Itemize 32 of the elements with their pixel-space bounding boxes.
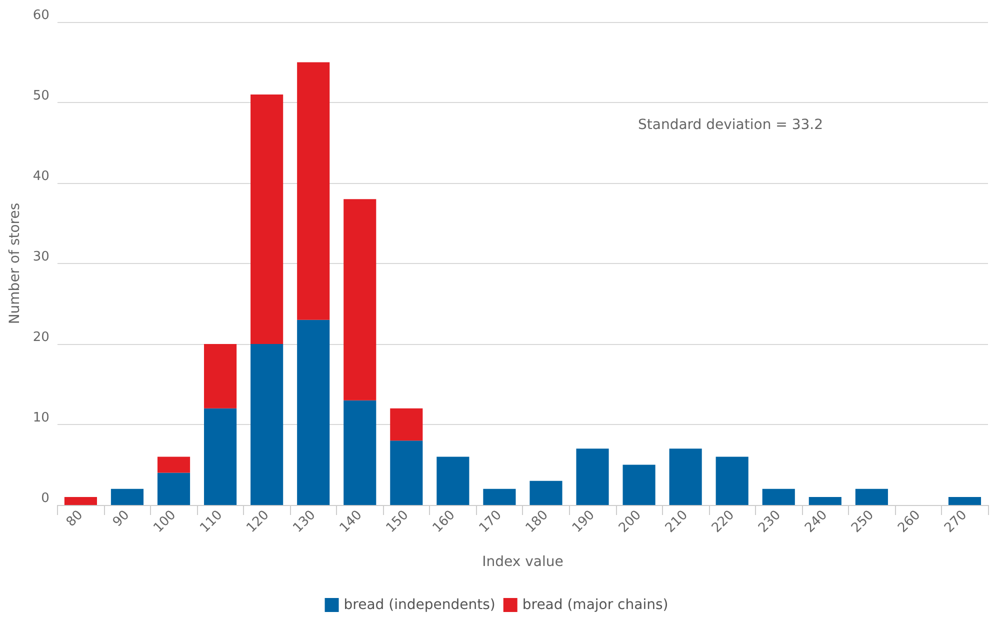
y-tick-label: 60 [32,8,50,23]
x-tick-label: 200 [616,508,644,536]
x-tick-label: 210 [662,508,691,536]
x-tick-label: 260 [895,508,924,536]
annotation: Standard deviation = 33.2 [638,117,823,133]
y-tick-label: 20 [32,330,50,345]
y-tick-label: 50 [32,88,50,104]
x-tick-label: 160 [430,508,458,536]
y-tick-label: 10 [32,410,50,426]
x-tick-label: 120 [244,508,272,536]
x-tick-label: 250 [848,508,877,536]
x-tick-label: 130 [290,508,319,536]
x-tick-label: 180 [523,508,552,536]
x-tick-label: 230 [756,508,784,536]
legend-label: bread (major chains) [522,597,668,613]
x-tick-label: 170 [476,508,505,536]
x-tick-label: 90 [110,508,133,530]
y-tick-label: 0 [41,491,50,506]
y-axis-title: Number of stores [7,202,23,324]
x-tick-label: 190 [570,508,598,536]
x-tick-label: 150 [384,508,412,536]
x-tick-label: 140 [337,508,366,536]
x-tick-label: 80 [64,508,86,530]
legend-label: bread (independents) [344,597,496,613]
y-tick-label: 40 [32,169,50,184]
x-tick-label: 240 [802,508,830,536]
x-tick-label: 270 [942,508,970,536]
x-tick-label: 220 [709,508,738,536]
x-tick-label: 100 [150,508,180,536]
x-axis-title: Index value [482,554,564,570]
y-tick-label: 30 [32,250,50,264]
x-tick-label: 110 [197,508,226,536]
